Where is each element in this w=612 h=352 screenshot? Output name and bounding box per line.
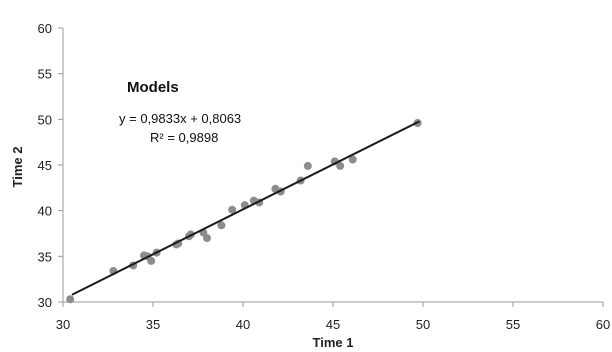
data-point	[66, 295, 75, 304]
data-point	[228, 205, 237, 214]
data-point	[348, 155, 357, 164]
x-tick-label: 55	[506, 317, 520, 332]
x-tick-label: 60	[596, 317, 610, 332]
x-tick-label: 45	[326, 317, 340, 332]
data-point	[203, 234, 211, 243]
data-point	[217, 221, 226, 230]
data-point	[303, 161, 312, 170]
y-tick-label: 30	[38, 295, 52, 310]
x-tick-label: 50	[416, 317, 430, 332]
y-tick-label: 35	[38, 249, 52, 264]
data-point	[147, 256, 156, 265]
y-tick-label: 50	[38, 112, 52, 127]
data-point	[336, 161, 345, 170]
y-axis-title: Time 2	[10, 147, 25, 188]
x-axis-ticks: 30 35 40 45 50 55 60	[56, 302, 610, 332]
y-tick-label: 45	[38, 158, 52, 173]
x-tick-label: 40	[236, 317, 250, 332]
r-squared-label: R² = 0,9898	[150, 130, 218, 145]
trendline	[71, 120, 420, 296]
y-tick-label: 60	[38, 21, 52, 36]
x-tick-label: 30	[56, 317, 70, 332]
y-axis-ticks: 30 35 40 45 50 55 60	[38, 21, 63, 310]
x-axis-title: Time 1	[313, 335, 354, 350]
y-tick-label: 40	[38, 204, 52, 219]
x-tick-label: 35	[146, 317, 160, 332]
annotation-title: Models	[127, 79, 179, 96]
y-tick-label: 55	[38, 67, 52, 82]
regression-equation: y = 0,9833x + 0,8063	[119, 111, 241, 126]
